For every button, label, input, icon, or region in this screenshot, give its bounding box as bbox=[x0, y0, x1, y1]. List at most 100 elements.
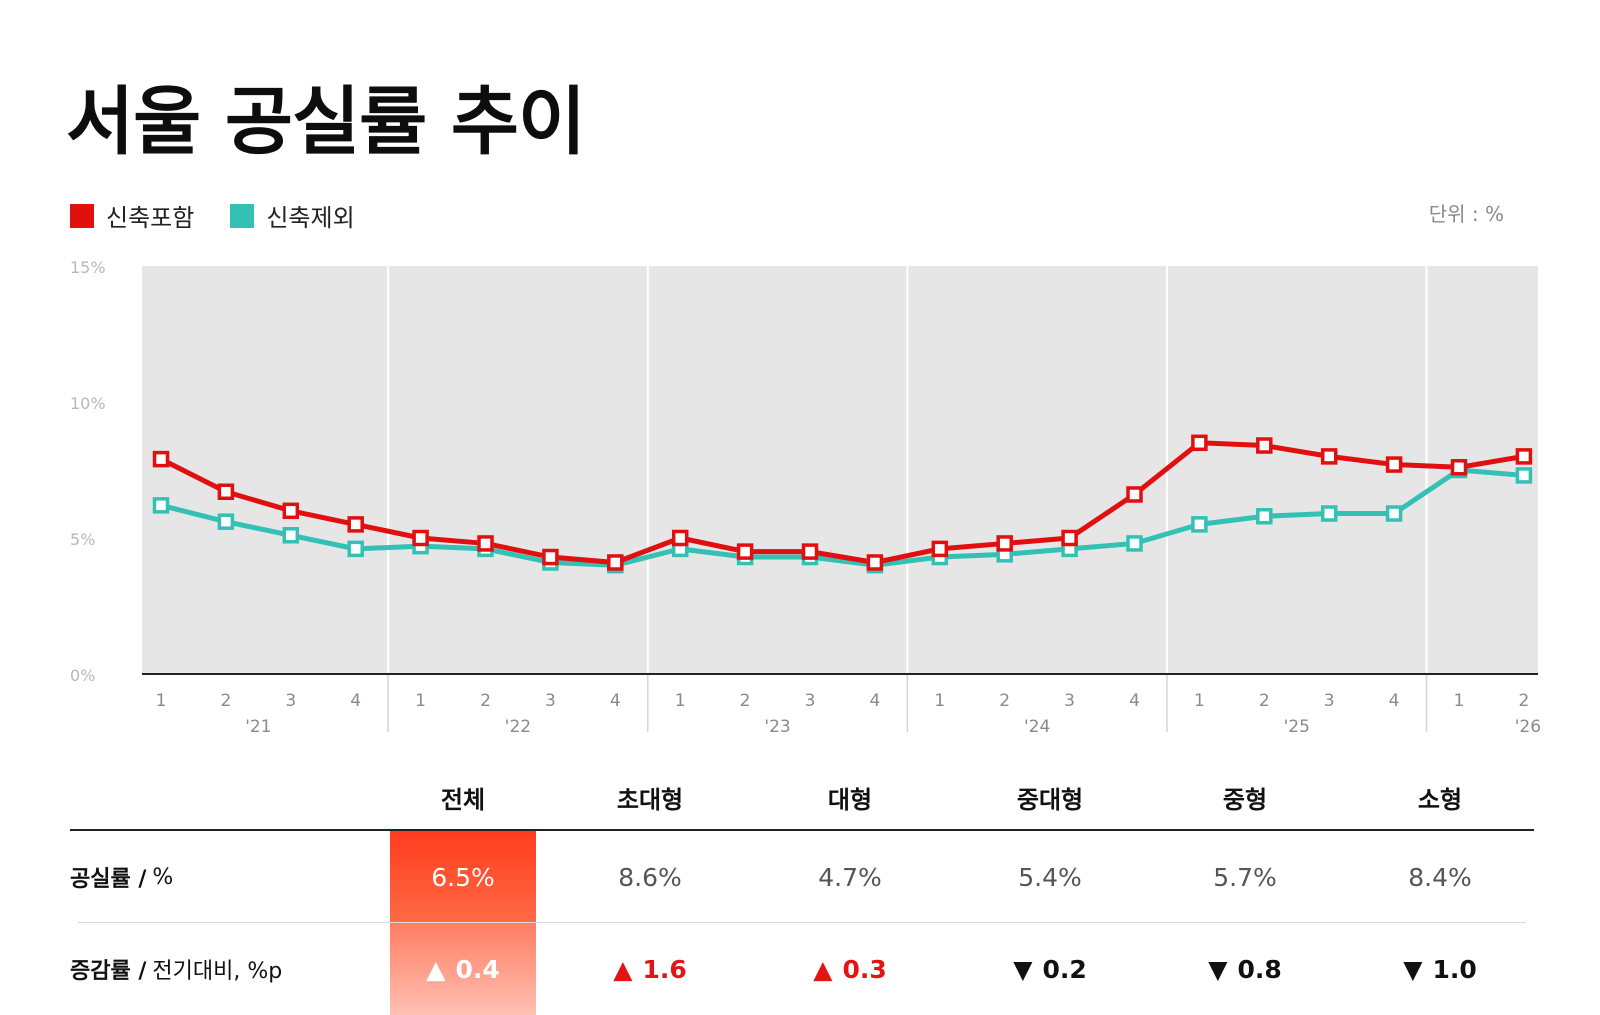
legend-item-new-excluded: 신축제외 bbox=[230, 198, 355, 233]
table-header-row: 전체 초대형 대형 중대형 중형 소형 bbox=[70, 765, 1534, 831]
data-point-marker bbox=[1450, 459, 1468, 476]
column-header-large: 대형 bbox=[827, 785, 873, 814]
data-point-marker bbox=[1126, 535, 1143, 552]
vacancy-cell: 8.4% bbox=[1408, 862, 1472, 892]
legend: 신축포함 신축제외 bbox=[70, 198, 355, 233]
year-label: '24 bbox=[1024, 717, 1050, 737]
vacancy-cell: 4.7% bbox=[818, 862, 882, 892]
x-tick-label: 3 bbox=[805, 691, 816, 711]
data-point-marker bbox=[931, 540, 949, 558]
data-point-marker bbox=[217, 483, 235, 501]
row-label: 공실률 / % bbox=[70, 831, 173, 923]
y-tick-label: 15% bbox=[70, 258, 106, 277]
change-value: 1.0 bbox=[1432, 954, 1477, 984]
data-point-marker bbox=[217, 513, 235, 530]
data-point-marker bbox=[412, 529, 429, 547]
change-value: 1.6 bbox=[642, 954, 687, 984]
row-label-sub: % bbox=[152, 864, 174, 890]
x-tick-label: 4 bbox=[610, 691, 621, 711]
chart-title: 서울 공실률 추이 bbox=[66, 79, 586, 165]
change-value: 0.8 bbox=[1237, 954, 1282, 984]
column-header-total: 전체 bbox=[440, 785, 486, 814]
y-tick-label: 10% bbox=[70, 394, 106, 413]
legend-item-new-included: 신축포함 bbox=[70, 198, 194, 233]
change-cell: ▲ 1.6 bbox=[550, 923, 750, 1015]
row-label-main: 공실률 / bbox=[70, 867, 147, 892]
x-tick-label: 2 bbox=[480, 691, 491, 711]
x-tick-label: 4 bbox=[350, 691, 361, 711]
summary-table: 전체 초대형 대형 중대형 중형 소형 공실률 / % 6.5% 8.6% 4.… bbox=[70, 765, 1534, 1015]
x-tick-label: 1 bbox=[675, 691, 686, 711]
row-divider bbox=[78, 922, 1526, 923]
data-point-marker bbox=[152, 497, 170, 514]
line-chart: 0% 5% 10% 15% 1 2 3 4 1 2 3 4 1 2 3 4 1 2 3 4 1 2 3 4 1 2 '21 '22 '2… bbox=[70, 258, 1541, 737]
vacancy-cell: 5.7% bbox=[1213, 862, 1277, 892]
data-point-marker bbox=[866, 554, 884, 571]
year-label: '25 bbox=[1284, 717, 1310, 737]
data-point-marker bbox=[282, 502, 300, 520]
change-cell: ▼ 0.2 bbox=[950, 923, 1150, 1015]
table-row-vacancy: 공실률 / % 6.5% 8.6% 4.7% 5.4% 5.7% 8.4% bbox=[70, 831, 1534, 923]
change-value: 0.4 bbox=[455, 954, 500, 984]
x-tick-label: 3 bbox=[1324, 691, 1335, 711]
data-point-marker bbox=[736, 543, 754, 560]
data-point-marker bbox=[1515, 448, 1533, 465]
data-point-marker bbox=[607, 554, 624, 571]
column-header-extra-large: 초대형 bbox=[616, 785, 684, 814]
x-tick-label: 2 bbox=[1518, 691, 1529, 711]
y-tick-label: 5% bbox=[70, 530, 95, 549]
data-point-marker bbox=[1126, 486, 1143, 503]
column-header-small: 소형 bbox=[1417, 785, 1463, 814]
x-tick-label: 2 bbox=[999, 691, 1010, 711]
data-point-marker bbox=[1191, 516, 1208, 533]
change-value: 0.2 bbox=[1042, 954, 1087, 984]
up-triangle-icon: ▲ bbox=[813, 954, 833, 984]
x-tick-label: 4 bbox=[869, 691, 880, 711]
data-point-marker bbox=[1191, 434, 1208, 452]
year-label: '21 bbox=[245, 717, 271, 737]
legend-label: 신축포함 bbox=[106, 204, 195, 232]
up-triangle-icon: ▲ bbox=[613, 954, 633, 984]
year-label: '26 bbox=[1515, 717, 1541, 737]
data-point-marker bbox=[152, 450, 170, 468]
x-tick-label: 1 bbox=[415, 691, 426, 711]
row-label-sub: 전기대비, %p bbox=[152, 959, 283, 984]
change-cell: ▼ 0.8 bbox=[1150, 923, 1340, 1015]
data-point-marker bbox=[1320, 505, 1338, 522]
x-tick-label: 3 bbox=[285, 691, 296, 711]
legend-swatch-red bbox=[70, 203, 94, 228]
change-cell: ▲ 0.3 bbox=[760, 923, 940, 1015]
row-label: 증감률 / 전기대비, %p bbox=[70, 923, 282, 1015]
vacancy-cell: 5.4% bbox=[1018, 862, 1082, 892]
year-label: '23 bbox=[764, 717, 790, 737]
x-tick-label: 1 bbox=[934, 691, 945, 711]
x-tick-label: 3 bbox=[1064, 691, 1075, 711]
x-tick-label: 4 bbox=[1129, 691, 1140, 711]
x-tick-label: 3 bbox=[545, 691, 556, 711]
data-point-marker bbox=[282, 527, 300, 544]
change-cell: ▼ 1.0 bbox=[1340, 923, 1540, 1015]
legend-swatch-teal bbox=[230, 203, 255, 228]
series-line-new-included bbox=[159, 440, 1525, 565]
data-point-marker bbox=[996, 535, 1013, 552]
data-point-marker bbox=[1256, 507, 1273, 525]
data-point-marker bbox=[1061, 529, 1078, 547]
data-point-marker bbox=[1320, 448, 1338, 465]
vacancy-cell-total: 6.5% bbox=[390, 831, 536, 923]
data-point-marker bbox=[347, 540, 364, 558]
series-line-new-excluded bbox=[160, 467, 1525, 568]
y-tick-label: 0% bbox=[70, 666, 95, 685]
x-tick-label: 2 bbox=[1259, 691, 1270, 711]
data-point-marker bbox=[1385, 505, 1403, 522]
down-triangle-icon: ▼ bbox=[1013, 954, 1033, 984]
column-header-medium: 중형 bbox=[1222, 785, 1268, 814]
year-label: '22 bbox=[505, 717, 531, 737]
table-row-change: 증감률 / 전기대비, %p ▲ 0.4 ▲ 1.6 ▲ 0.3 ▼ 0.2 ▼… bbox=[70, 923, 1534, 1015]
data-point-marker bbox=[477, 535, 494, 552]
unit-label: 단위 : % bbox=[1428, 202, 1504, 226]
column-header-mid-large: 중대형 bbox=[1016, 785, 1084, 814]
x-tick-label: 1 bbox=[1454, 691, 1465, 711]
x-tick-label: 4 bbox=[1389, 691, 1400, 711]
data-point-marker bbox=[801, 543, 819, 560]
vacancy-cell: 8.6% bbox=[618, 862, 682, 892]
